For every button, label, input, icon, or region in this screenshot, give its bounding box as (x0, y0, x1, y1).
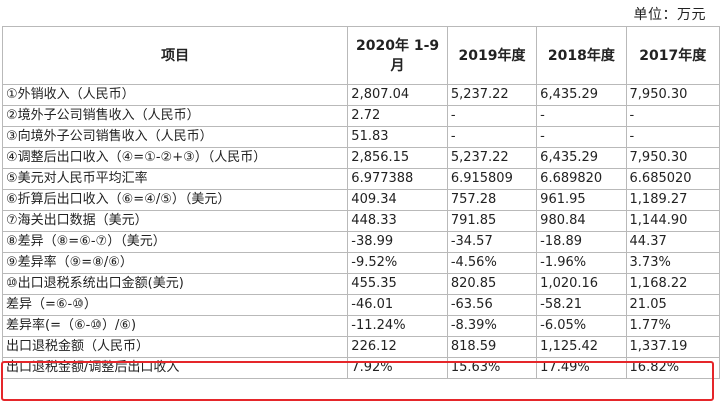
value-cell: -9.52% (347, 252, 448, 274)
row-label-cell: ⑤美元对人民币平均汇率 (1, 168, 349, 190)
table-row: ⑤美元对人民币平均汇率 6.977388 6.915809 6.689820 6.685… (1, 168, 721, 190)
value-cell: 791.85 (446, 210, 538, 232)
value-cell: 44.37 (625, 231, 721, 253)
value-cell: 5,237.22 (446, 84, 538, 106)
value-cell: 2,856.15 (347, 147, 448, 169)
table-row: ⑨差异率（⑨=⑧/⑥） -9.52% -4.56% -1.96% 3.73% (1, 252, 721, 274)
value-cell: -34.57 (446, 231, 538, 253)
value-cell: 818.59 (446, 336, 538, 358)
row-label-cell: 差异率(=（⑥-⑩）/⑥) (1, 315, 349, 337)
value-cell: 3.73% (625, 252, 721, 274)
value-cell: 448.33 (347, 210, 448, 232)
value-cell: 7.92% (347, 357, 448, 379)
table-row: ②境外子公司销售收入（人民币） 2.72- - - (1, 105, 721, 127)
row-label-cell: ⑩出口退税系统出口金额(美元) (1, 273, 349, 295)
table-row: 差异（=⑥-⑩） -46.01 -63.56 -58.21 21.05 (1, 294, 721, 316)
header-2018: 2018年度 (536, 26, 627, 85)
value-cell: 6,435.29 (536, 84, 627, 106)
header-2020-jan-sep: 2020年 1-9月 (347, 26, 448, 85)
value-cell: 6.977388 (347, 168, 448, 190)
value-cell: - (446, 105, 538, 127)
table-row: ⑥折算后出口收入（⑥=④/⑤）（美元） 409.34 757.28 961.95 1,1… (1, 189, 721, 211)
value-cell: 7,950.30 (625, 84, 721, 106)
row-label-cell: ⑥折算后出口收入（⑥=④/⑤）（美元） (1, 189, 349, 211)
value-cell: 1.77% (625, 315, 721, 337)
row-label-cell: ②境外子公司销售收入（人民币） (1, 105, 349, 127)
header-2017: 2017年度 (625, 26, 721, 85)
value-cell: 6.915809 (446, 168, 538, 190)
value-cell: 6.685020 (625, 168, 721, 190)
row-label-cell: 差异（=⑥-⑩） (1, 294, 349, 316)
value-cell: 16.82% (625, 357, 721, 379)
row-label-cell: ④调整后出口收入（④=①-②+③）（人民币） (1, 147, 349, 169)
value-cell: 21.05 (625, 294, 721, 316)
export-revenue-table: 项目 2020年 1-9月 2019年度 2018年度 2017年度 ①外销收入… (1, 26, 721, 379)
row-label-cell: ⑨差异率（⑨=⑧/⑥） (1, 252, 349, 274)
value-cell: -63.56 (446, 294, 538, 316)
value-cell: 409.34 (347, 189, 448, 211)
value-cell: 1,144.90 (625, 210, 721, 232)
table-row: ⑩出口退税系统出口金额(美元) 455.35 820.85 1,020.16 1,168… (1, 273, 721, 295)
value-cell: - (446, 126, 538, 148)
row-label-cell: 出口退税金额（人民币） (1, 336, 349, 358)
table-row: 差异率(=（⑥-⑩）/⑥) -11.24% -8.39% -6.05% 1.77% (1, 315, 721, 337)
value-cell: 5,237.22 (446, 147, 538, 169)
value-cell: 820.85 (446, 273, 538, 295)
table-row: ⑦海关出口数据（美元） 448.33 791.85 980.84 1,144.90 (1, 210, 721, 232)
value-cell: - (536, 126, 627, 148)
row-label-cell: ⑧差异（⑧=⑥-⑦）（美元） (1, 231, 349, 253)
value-cell: 6.689820 (536, 168, 627, 190)
table-row: ⑧差异（⑧=⑥-⑦）（美元） -38.99 -34.57 -18.89 44.37 (1, 231, 721, 253)
value-cell: - (625, 126, 721, 148)
value-cell: -1.96% (536, 252, 627, 274)
header-2019: 2019年度 (446, 26, 538, 85)
value-cell: -6.05% (536, 315, 627, 337)
value-cell: -8.39% (446, 315, 538, 337)
value-cell: 961.95 (536, 189, 627, 211)
row-label-cell: ③向境外子公司销售收入（人民币） (1, 126, 349, 148)
value-cell: - (536, 105, 627, 127)
row-label-cell: ①外销收入（人民币） (1, 84, 349, 106)
value-cell: 15.63% (446, 357, 538, 379)
value-cell: 17.49% (536, 357, 627, 379)
value-cell: -38.99 (347, 231, 448, 253)
value-cell: 51.83 (347, 126, 448, 148)
table-row: ④调整后出口收入（④=①-②+③）（人民币） 2,856.15 5,237.22 6,… (1, 147, 721, 169)
value-cell: -58.21 (536, 294, 627, 316)
row-label-cell: 出口退税金额/调整后出口收入 (1, 357, 349, 379)
value-cell: 226.12 (347, 336, 448, 358)
value-cell: 2,807.04 (347, 84, 448, 106)
value-cell: 757.28 (446, 189, 538, 211)
value-cell: 1,189.27 (625, 189, 721, 211)
table-body: ①外销收入（人民币） 2,807.04 5,237.22 6,435.29 7,950.… (1, 84, 721, 379)
row-label-cell: ⑦海关出口数据（美元） (1, 210, 349, 232)
value-cell: 7,950.30 (625, 147, 721, 169)
table-row: ③向境外子公司销售收入（人民币） 51.83- - - (1, 126, 721, 148)
value-cell: 1,337.19 (625, 336, 721, 358)
value-cell: -46.01 (347, 294, 448, 316)
unit-label: 单位：万元 (633, 7, 706, 23)
table-row: ①外销收入（人民币） 2,807.04 5,237.22 6,435.29 7,950.… (1, 84, 721, 106)
value-cell: - (625, 105, 721, 127)
value-cell: 1,020.16 (536, 273, 627, 295)
header-item: 项目 (1, 26, 349, 85)
table-row: 出口退税金额（人民币） 226.12 818.59 1,125.42 1,337.19 (1, 336, 721, 358)
value-cell: -18.89 (536, 231, 627, 253)
table-header-row: 项目 2020年 1-9月 2019年度 2018年度 2017年度 (1, 26, 721, 85)
value-cell: 980.84 (536, 210, 627, 232)
table-row: 出口退税金额/调整后出口收入 7.92% 15.63% 17.49% 16.82% (1, 357, 721, 379)
value-cell: -11.24% (347, 315, 448, 337)
value-cell: 2.72 (347, 105, 448, 127)
value-cell: 6,435.29 (536, 147, 627, 169)
value-cell: 1,168.22 (625, 273, 721, 295)
value-cell: 455.35 (347, 273, 448, 295)
value-cell: 1,125.42 (536, 336, 627, 358)
value-cell: -4.56% (446, 252, 538, 274)
